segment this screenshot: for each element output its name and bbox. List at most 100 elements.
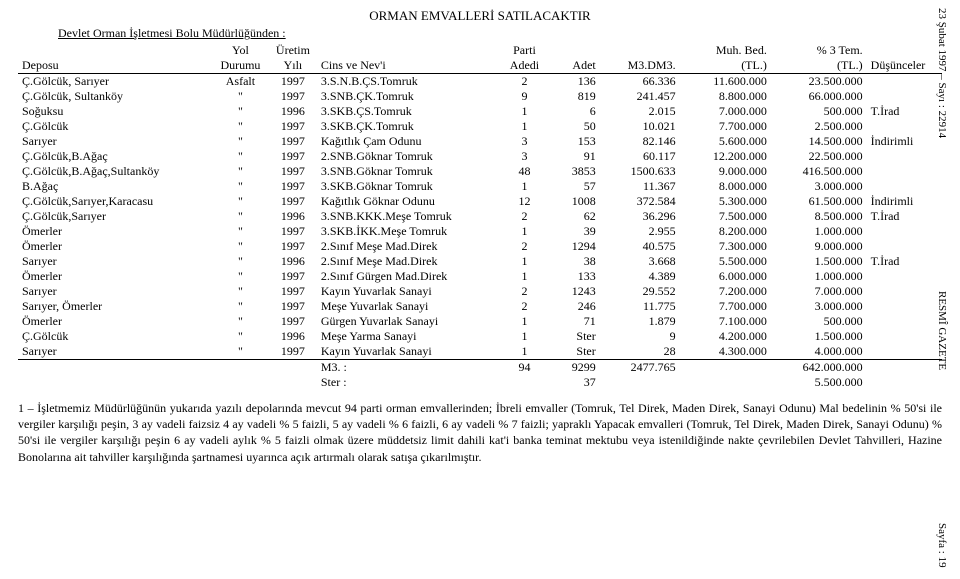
table-cell: Ömerler [18,314,212,329]
table-cell: Ster [550,329,600,344]
table-cell: 136 [550,74,600,90]
table-total-cell [269,375,317,390]
table-row: Sarıyer"1997Kayın Yuvarlak Sanayi1Ster28… [18,344,942,360]
table-cell: 500.000 [771,104,867,119]
table-cell: 10.021 [600,119,680,134]
table-cell: " [212,239,269,254]
table-cell: 8.500.000 [771,209,867,224]
table-cell: 2 [499,299,549,314]
table-cell: İndirimli [867,134,942,149]
table-cell [867,329,942,344]
table-cell: 66.000.000 [771,89,867,104]
table-row: Ç.Gölcük,B.Ağaç"19972.SNB.Göknar Tomruk3… [18,149,942,164]
table-cell: 1997 [269,239,317,254]
table-cell: 6 [550,104,600,119]
table-total-cell: Ster : [317,375,500,390]
table-total-row: M3. :9492992477.765642.000.000 [18,360,942,376]
table-total-cell [867,375,942,390]
table-cell: " [212,209,269,224]
table-cell: Sarıyer [18,254,212,269]
table-header-cell: Muh. Bed. [680,43,771,58]
table-cell: Ömerler [18,224,212,239]
table-cell [867,149,942,164]
table-cell: Ç.Gölcük,B.Ağaç [18,149,212,164]
table-cell: 7.300.000 [680,239,771,254]
table-header-cell: Deposu [18,58,212,74]
margin-bottom: Sayfa : 19 [932,523,948,568]
table-cell: 39 [550,224,600,239]
table-cell: 7.700.000 [680,119,771,134]
table-row: Ç.Gölcük"19973.SKB.ÇK.Tomruk15010.0217.7… [18,119,942,134]
table-cell: 1 [499,179,549,194]
table-cell: 3853 [550,164,600,179]
table-cell: " [212,89,269,104]
table-cell: 23.500.000 [771,74,867,90]
table-total-cell: 642.000.000 [771,360,867,376]
table-cell: 1997 [269,314,317,329]
table-total-cell: 94 [499,360,549,376]
table-total-cell [680,375,771,390]
table-cell: Sarıyer, Ömerler [18,299,212,314]
table-cell: Ç.Gölcük [18,119,212,134]
table-cell: 1996 [269,329,317,344]
table-total-cell [18,375,212,390]
table-total-cell: 5.500.000 [771,375,867,390]
table-cell [867,89,942,104]
table-cell: 2 [499,239,549,254]
table-row: Sarıyer"1997Kağıtlık Çam Odunu315382.146… [18,134,942,149]
footnote: 1 – İşletmemiz Müdürlüğünün yukarıda yaz… [18,390,942,465]
table-cell: 2.015 [600,104,680,119]
table-cell: " [212,104,269,119]
table-cell: 8.000.000 [680,179,771,194]
table-cell: 1 [499,224,549,239]
table-row: Ç.Gölcük,B.Ağaç,Sultanköy"19973.SNB.Gökn… [18,164,942,179]
table-cell: 1996 [269,254,317,269]
table-cell: 3.SKB.Göknar Tomruk [317,179,500,194]
table-cell: 1 [499,314,549,329]
table-cell: 36.296 [600,209,680,224]
listing-table: YolÜretimPartiMuh. Bed.% 3 Tem. DeposuDu… [18,43,942,390]
table-cell: 8.200.000 [680,224,771,239]
table-cell: " [212,299,269,314]
table-cell: 5.300.000 [680,194,771,209]
table-cell [867,299,942,314]
table-total-cell: M3. : [317,360,500,376]
table-row: Sarıyer"19962.Sınıf Meşe Mad.Direk1383.6… [18,254,942,269]
table-cell: 6.000.000 [680,269,771,284]
table-head: YolÜretimPartiMuh. Bed.% 3 Tem. DeposuDu… [18,43,942,74]
table-cell: 8.800.000 [680,89,771,104]
table-cell: 1997 [269,89,317,104]
table-cell: Asfalt [212,74,269,90]
table-cell: 14.500.000 [771,134,867,149]
table-cell: 2.Sınıf Meşe Mad.Direk [317,239,500,254]
table-cell: 3.SKB.ÇK.Tomruk [317,119,500,134]
table-cell: " [212,164,269,179]
table-cell: 2 [499,209,549,224]
table-cell: 4.200.000 [680,329,771,344]
table-row: Ç.Gölcük,Sarıyer"19963.SNB.KKK.Meşe Tomr… [18,209,942,224]
table-cell: Meşe Yarma Sanayi [317,329,500,344]
table-cell: " [212,224,269,239]
table-cell: 133 [550,269,600,284]
table-cell: 9 [600,329,680,344]
table-cell: " [212,269,269,284]
table-cell: 246 [550,299,600,314]
margin-top: 23 Şubat 1997 – Sayı : 22914 [932,8,948,138]
table-cell: " [212,179,269,194]
table-cell: 819 [550,89,600,104]
table-header-cell: Düşünceler [867,58,942,74]
table-row: Sarıyer, Ömerler"1997Meşe Yuvarlak Sanay… [18,299,942,314]
table-total-cell [212,375,269,390]
table-cell: 3 [499,134,549,149]
table-cell: Kağıtlık Çam Odunu [317,134,500,149]
table-cell: 3.SNB.KKK.Meşe Tomruk [317,209,500,224]
table-cell: 1997 [269,194,317,209]
table-row: Sarıyer"1997Kayın Yuvarlak Sanayi2124329… [18,284,942,299]
table-row: Ömerler"19973.SKB.İKK.Meşe Tomruk1392.95… [18,224,942,239]
table-cell: 28 [600,344,680,360]
table-cell: 38 [550,254,600,269]
table-cell: 3 [499,149,549,164]
table-cell: 1997 [269,179,317,194]
table-row: Ömerler"19972.Sınıf Gürgen Mad.Direk1133… [18,269,942,284]
table-cell: 3.S.N.B.ÇS.Tomruk [317,74,500,90]
